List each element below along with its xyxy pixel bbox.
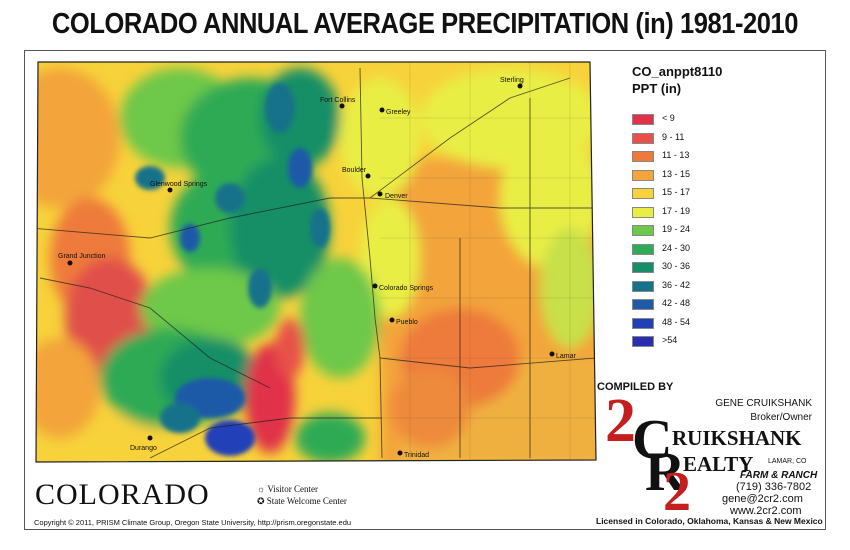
city-marker [517,83,523,89]
legend-label: 19 - 24 [662,224,691,234]
city-label: Boulder [342,167,367,174]
license-note: Licensed in Colorado, Oklahoma, Kansas &… [596,516,823,526]
city-label: Sterling [500,77,524,84]
owner-role: Broker/Owner [750,412,812,423]
email-link[interactable]: gene@2cr2.com [722,493,803,505]
legend-label: 30 - 36 [662,261,691,271]
legend-swatch [632,114,654,125]
city-marker [147,435,153,441]
legend-swatch [632,262,654,273]
city-label: Pueblo [396,319,418,326]
owner-name: GENE CRUIKSHANK [715,398,812,409]
city-marker [549,351,555,357]
brand-digit-bottom: 2 [663,461,691,523]
legend-swatch [632,169,654,181]
visitor-center-label: ☼ Visitor Center [257,484,318,494]
phone: (719) 336-7802 [736,481,812,493]
city-label: Colorado Springs [379,285,434,292]
legend-swatch [632,225,654,236]
city-label: Trinidad [404,452,429,459]
city-marker [372,283,378,289]
legend-label: 15 - 17 [662,187,691,197]
legend-label: 24 - 30 [662,242,691,253]
tagline: FARM & RANCH [740,470,818,481]
legend-label: < 9 [662,113,675,123]
city-marker [167,187,173,193]
brand-letter-c: C [632,409,673,471]
legend-label: 13 - 15 [662,168,691,179]
brand-location: LAMAR, CO [768,458,807,465]
city-marker [67,260,73,266]
legend-units: PPT (in) [632,81,682,96]
city-label: Lamar [556,353,577,360]
legend-label: 42 - 48 [662,298,691,308]
city-marker [397,450,403,456]
city-label: Durango [130,445,157,452]
legend-label: 17 - 19 [662,205,691,216]
legend-swatch [632,188,654,199]
legend-label: 48 - 54 [662,316,691,327]
compiled-by: COMPILED BY [597,381,674,393]
legend-swatch [632,132,654,144]
legend-swatch [632,317,654,329]
visitor-center-text: Visitor Center [267,484,319,494]
legend-swatch [632,299,654,310]
legend-label: >54 [662,335,678,345]
legend-label: 36 - 42 [662,279,691,290]
city-marker [389,317,395,323]
city-marker [377,191,383,197]
brand-digit-top: 2 [605,387,636,455]
legend-label: 9 - 11 [662,131,685,142]
city-marker [379,107,385,113]
city-marker [339,103,345,109]
legend-swatch [632,280,654,292]
star-icon: ✪ [257,496,265,506]
legend-label: 11 - 13 [662,150,690,160]
welcome-center-label: ✪ State Welcome Center [257,496,347,507]
colorado-logo: COLORADO [35,478,210,511]
legend-swatch [632,336,654,347]
precipitation-map: Fort Collins Greeley Boulder Denver Colo… [35,61,597,463]
city-label: Grand Junction [58,253,106,260]
city-label: Fort Collins [320,97,356,104]
website-link[interactable]: www.2cr2.com [730,505,802,517]
city-label: Glenwood Springs [150,181,208,188]
city-marker [365,173,371,179]
legend-swatch [632,151,654,162]
legend-swatch [632,243,654,255]
welcome-center-text: State Welcome Center [266,496,347,506]
legend-swatch [632,206,654,218]
city-label: Denver [385,193,408,200]
brand-letter-r: R [645,441,686,503]
brand-line2: EALTY [683,452,754,476]
legend-dataset: CO_anppt8110 [632,64,723,79]
copyright: Copyright © 2011, PRISM Climate Group, O… [34,518,352,527]
map-title: COLORADO ANNUAL AVERAGE PRECIPITATION (i… [51,8,799,40]
star-icon: ☼ [257,484,266,494]
city-label: Greeley [386,109,411,116]
brand-line1: RUIKSHANK [672,426,802,450]
